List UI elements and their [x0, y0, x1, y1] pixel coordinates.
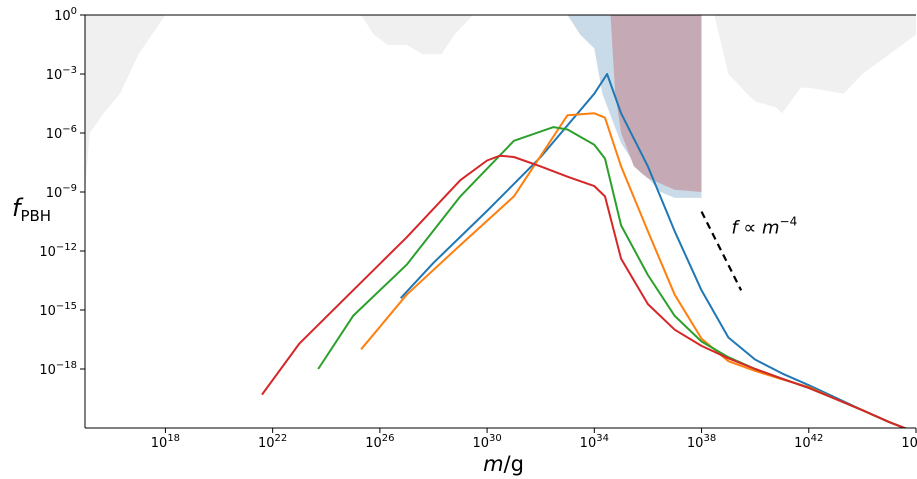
y-tick-label: 10−3: [46, 65, 77, 83]
y-tick-base: 10: [39, 245, 56, 260]
x-axis-label: m/g: [483, 452, 524, 476]
y-tick-label: 10−18: [39, 360, 77, 378]
y-tick-exp: −3: [62, 65, 77, 76]
x-tick-label: 1026: [365, 433, 394, 451]
x-tick-exp: 30: [489, 433, 502, 444]
x-tick-exp: 42: [811, 433, 824, 444]
y-tick-base: 10: [54, 9, 71, 24]
y-tick-base: 10: [39, 363, 56, 378]
slope-reference-line: [700, 211, 743, 291]
y-tick-label: 10−12: [39, 242, 77, 260]
constraint-region-5: [610, 15, 702, 192]
y-tick-exp: 0: [71, 6, 77, 17]
x-tick-base: 10: [472, 436, 489, 451]
x-tick-label: 1034: [580, 433, 609, 451]
y-tick-base: 10: [46, 186, 63, 201]
x-axis-label-unit: /g: [504, 452, 524, 476]
y-tick-label: 10−9: [46, 183, 77, 201]
y-tick-label: 10−15: [39, 301, 77, 319]
x-tick-base: 10: [258, 436, 275, 451]
x-tick-base: 10: [365, 436, 382, 451]
y-tick-exp: −15: [56, 301, 77, 312]
x-tick-base: 10: [687, 436, 704, 451]
x-tick-exp: 22: [275, 433, 288, 444]
constraint-region-3: [714, 15, 916, 114]
x-tick-label: 1030: [472, 433, 501, 451]
x-tick-exp: 18: [167, 433, 180, 444]
x-tick-exp: 34: [596, 433, 609, 444]
y-axis-label-sub: PBH: [20, 207, 51, 225]
y-tick-label: 10−6: [46, 124, 77, 142]
constraint-regions: [85, 15, 916, 198]
x-tick-exp: 38: [703, 433, 716, 444]
x-tick-label: 1038: [687, 433, 716, 451]
series-line-4: [261, 154, 908, 428]
constraint-region-1: [85, 15, 166, 192]
annotation-m: m: [762, 217, 780, 238]
y-tick-exp: −18: [56, 360, 77, 371]
series-line-3: [317, 126, 908, 428]
y-tick-exp: −6: [62, 124, 77, 135]
y-tick-exp: −12: [56, 242, 77, 253]
x-tick-label: 1046: [901, 433, 917, 451]
axes: [84, 14, 916, 429]
x-axis-label-var: m: [483, 452, 503, 476]
annotation-exp: −4: [780, 214, 798, 228]
y-tick-base: 10: [46, 127, 63, 142]
x-ticks: 10181022102610301034103810421046: [151, 428, 917, 451]
y-tick-base: 10: [39, 304, 56, 319]
x-tick-label: 1018: [151, 433, 180, 451]
x-tick-base: 10: [580, 436, 597, 451]
slope-annotation: f ∝ m−4: [731, 214, 797, 238]
y-tick-label: 100: [54, 6, 77, 24]
annotation-prop: ∝: [738, 217, 762, 238]
y-tick-exp: −9: [62, 183, 77, 194]
x-tick-exp: 26: [382, 433, 395, 444]
x-tick-label: 1022: [258, 433, 287, 451]
x-tick-base: 10: [901, 436, 917, 451]
x-tick-base: 10: [151, 436, 168, 451]
series-lines: [261, 73, 908, 428]
constraint-region-2: [361, 15, 474, 55]
y-tick-base: 10: [46, 68, 63, 83]
annotation-f: f: [731, 217, 740, 238]
x-tick-base: 10: [794, 436, 811, 451]
x-tick-label: 1042: [794, 433, 823, 451]
